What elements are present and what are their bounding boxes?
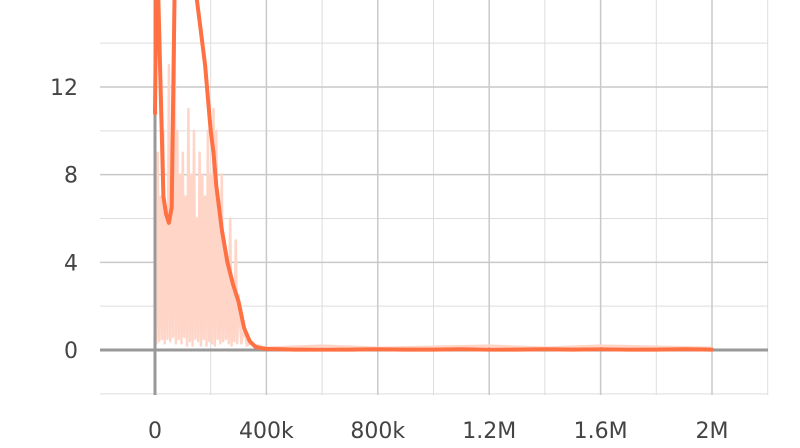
smoothed-series-line — [153, 0, 714, 352]
y-tick-labels: 0 4 8 12 — [50, 76, 78, 364]
y-tick-label: 4 — [64, 251, 78, 276]
y-tick-label: 8 — [64, 164, 78, 189]
x-tick-label: 1.2M — [462, 419, 516, 444]
y-tick-label: 0 — [64, 339, 78, 364]
y-tick-label: 12 — [50, 76, 78, 101]
x-tick-labels: 0 400k 800k 1.2M 1.6M 2M — [148, 419, 728, 444]
x-tick-label: 2M — [696, 419, 729, 444]
x-tick-label: 800k — [350, 419, 405, 444]
x-tick-label: 0 — [148, 419, 162, 444]
x-tick-label: 1.6M — [574, 419, 628, 444]
smoothed-series-layer — [153, 0, 714, 352]
x-tick-label: 400k — [239, 419, 294, 444]
